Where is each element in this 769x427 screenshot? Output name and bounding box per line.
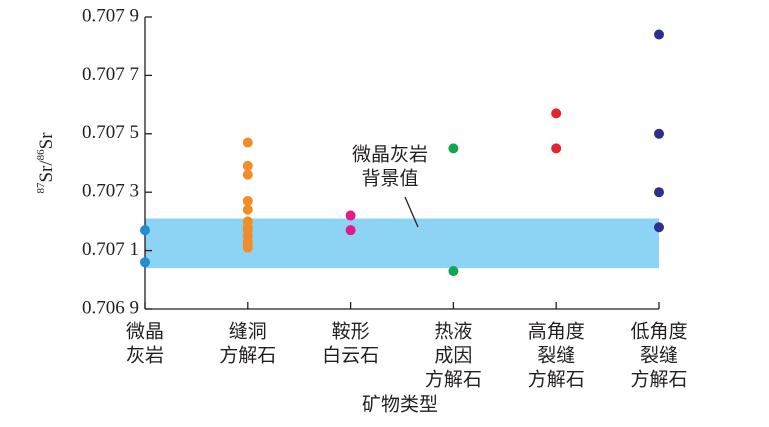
y-tick-label: 0.707 3 bbox=[82, 181, 139, 202]
y-tick-label: 0.706 9 bbox=[82, 297, 139, 318]
x-tick-label: 白云石 bbox=[322, 344, 379, 366]
x-tick-label: 低角度 bbox=[630, 320, 687, 342]
x-tick-label: 裂缝 bbox=[640, 344, 678, 366]
x-tick-label: 方解石 bbox=[219, 344, 276, 366]
x-tick-label: 方解石 bbox=[630, 368, 687, 390]
x-tick-label: 方解石 bbox=[425, 368, 482, 390]
x-tick-label: 成因 bbox=[434, 344, 472, 366]
y-tick-label: 0.707 5 bbox=[82, 122, 139, 143]
y-tick-label: 0.707 1 bbox=[82, 239, 139, 260]
background-band bbox=[145, 218, 659, 269]
point bbox=[242, 137, 253, 148]
point bbox=[242, 204, 253, 215]
point bbox=[654, 29, 664, 40]
point bbox=[242, 160, 253, 171]
x-tick-label: 微晶 bbox=[126, 320, 164, 342]
y-tick-label: 0.707 9 bbox=[82, 5, 139, 26]
point bbox=[140, 257, 150, 268]
point bbox=[242, 242, 253, 253]
point bbox=[551, 143, 562, 154]
x-tick-label: 缝洞 bbox=[229, 320, 267, 342]
point bbox=[242, 169, 253, 180]
x-tick-label: 灰岩 bbox=[126, 344, 164, 366]
annotation: 背景值 bbox=[361, 167, 418, 189]
x-tick-label: 方解石 bbox=[528, 368, 585, 390]
y-tick-label: 0.707 7 bbox=[82, 64, 139, 85]
x-tick-label: 裂缝 bbox=[537, 344, 575, 366]
point bbox=[345, 225, 356, 236]
x-tick-label: 鞍形 bbox=[332, 320, 370, 342]
x-axis-label: 矿物类型 bbox=[362, 393, 438, 415]
point bbox=[448, 143, 459, 154]
sup: 86 bbox=[35, 149, 47, 161]
y-axis-label: 87Sr/86Sr bbox=[35, 132, 58, 194]
text: Sr/ bbox=[36, 160, 57, 183]
point bbox=[448, 266, 459, 277]
point bbox=[345, 210, 356, 221]
point bbox=[654, 187, 664, 198]
point bbox=[140, 225, 150, 236]
x-tick-label: 高角度 bbox=[528, 320, 585, 342]
sup: 87 bbox=[35, 182, 47, 194]
annotation: 微晶灰岩 bbox=[352, 143, 428, 165]
x-tick-label: 热液 bbox=[434, 320, 472, 342]
point bbox=[654, 222, 664, 233]
point bbox=[654, 128, 664, 139]
annotation-pointer bbox=[404, 196, 419, 228]
point bbox=[551, 108, 562, 119]
text: Sr bbox=[36, 132, 57, 150]
point bbox=[242, 195, 253, 206]
